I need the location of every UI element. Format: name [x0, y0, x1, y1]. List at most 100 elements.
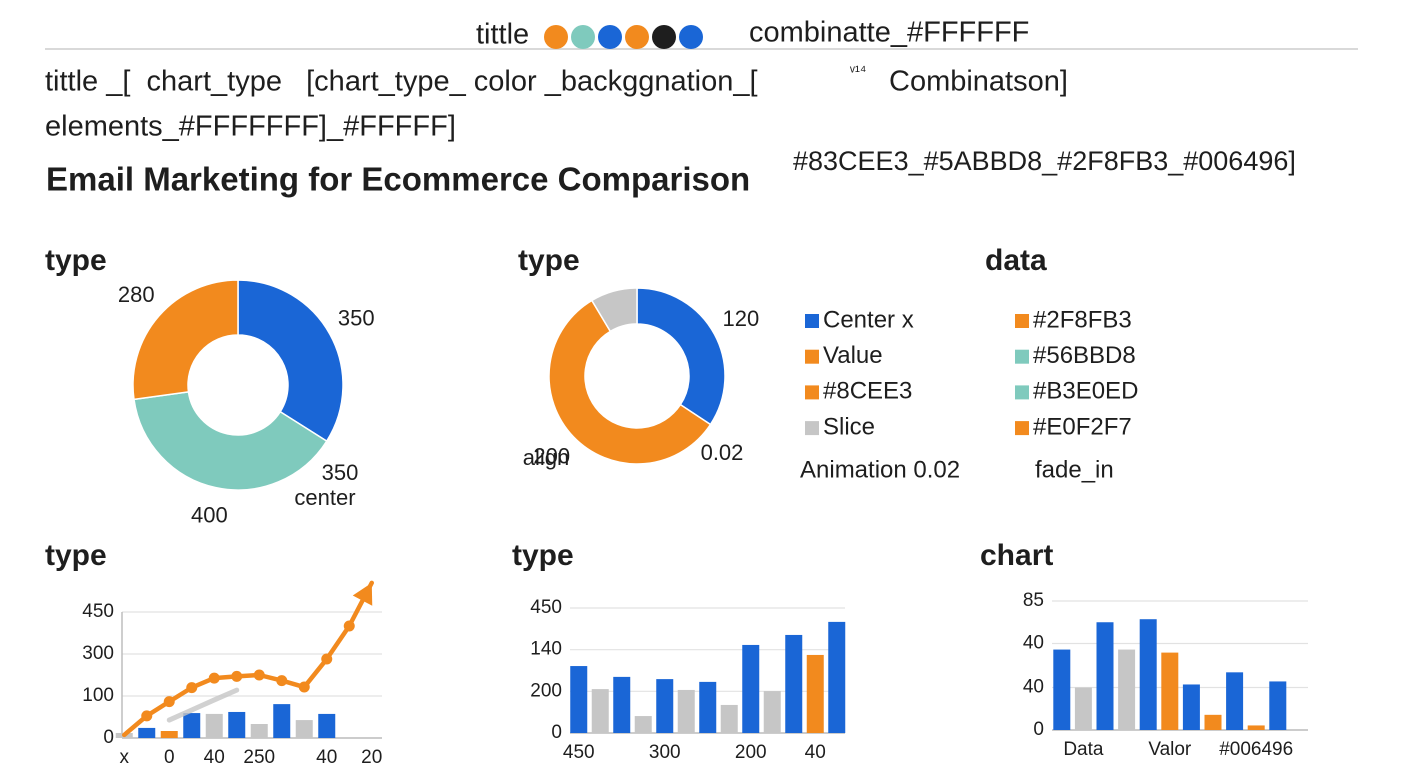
- x-tick-label: 40: [204, 747, 225, 768]
- y-tick-label: 0: [1033, 719, 1044, 740]
- bar: [677, 689, 695, 733]
- x-tick-label: 200: [735, 742, 767, 763]
- bar: [228, 711, 246, 738]
- legend-heading: data: [985, 244, 1047, 277]
- donut-slice: [133, 390, 328, 491]
- header-tag2: combinatte_#FFFFFF: [749, 17, 1029, 49]
- y-tick-label: 40: [1023, 677, 1044, 698]
- page-title: Email Marketing for Ecommerce Comparison: [46, 161, 750, 198]
- donut-value-label: 120: [723, 306, 760, 331]
- header-line1-end: Combinatson]: [889, 66, 1068, 98]
- header-dot: [544, 25, 568, 49]
- bar: [1204, 714, 1222, 730]
- chart-annotation: 350: [322, 460, 359, 485]
- legend-swatch: [1015, 349, 1029, 364]
- chart-heading: chart: [980, 539, 1053, 572]
- x-tick-label: x: [120, 747, 130, 768]
- bar: [828, 621, 846, 733]
- header-line1: tittle _[ chart_type [chart_type_ color …: [45, 66, 758, 98]
- line-marker: [208, 672, 220, 684]
- y-tick-label: 0: [551, 722, 562, 743]
- bar: [785, 634, 803, 733]
- y-tick-label: 85: [1023, 590, 1044, 611]
- bar: [699, 681, 717, 733]
- bar: [273, 704, 291, 738]
- chart-heading: type: [518, 244, 580, 277]
- header-dot: [571, 25, 595, 49]
- y-tick-label: 100: [82, 685, 114, 706]
- line-marker: [276, 675, 288, 687]
- header-tag: tittle: [476, 19, 529, 51]
- bar: [806, 654, 824, 733]
- x-tick-label: 450: [563, 742, 595, 763]
- x-tick-label: Data: [1063, 739, 1104, 760]
- bar: [1139, 619, 1157, 730]
- line-marker: [343, 620, 355, 632]
- x-tick-label: 0: [164, 747, 175, 768]
- chart-annotation: 0.02: [701, 440, 744, 465]
- bar: [1118, 649, 1136, 730]
- legend-label: #2F8FB3: [1033, 306, 1132, 333]
- header-dot: [652, 25, 676, 49]
- bar: [656, 679, 674, 733]
- line-marker: [231, 670, 243, 682]
- legend-label: #B3E0ED: [1033, 378, 1138, 405]
- chart-heading: type: [45, 539, 107, 572]
- header-line2: elements_#FFFFFFF]_#FFFFF]: [45, 111, 456, 143]
- legend-label: #56BBD8: [1033, 342, 1136, 369]
- bar: [1226, 672, 1244, 730]
- donut-slice: [548, 299, 712, 465]
- bar: [160, 731, 178, 738]
- y-tick-label: 300: [82, 643, 114, 664]
- legend-label: #8CEE3: [823, 378, 912, 405]
- x-tick-label: #006496: [1219, 739, 1293, 760]
- legend-annotation: fade_in: [1035, 456, 1114, 483]
- donut-value-label: 200: [533, 443, 570, 468]
- header-dot: [625, 25, 649, 49]
- x-tick-label: 250: [243, 747, 275, 768]
- legend-label: Slice: [823, 413, 875, 440]
- chart-annotation: center: [294, 485, 355, 510]
- line-marker: [298, 681, 310, 693]
- line-marker: [141, 710, 153, 722]
- line-marker: [186, 682, 198, 694]
- legend-swatch: [1015, 421, 1029, 436]
- bar: [720, 704, 738, 733]
- bar: [763, 691, 781, 733]
- header-note: #83CEE3_#5ABBD8_#2F8FB3_#006496]: [793, 146, 1296, 176]
- bar: [205, 713, 223, 738]
- bar: [1269, 681, 1287, 730]
- legend-label: Center x: [823, 306, 914, 333]
- x-tick-label: 40: [805, 742, 826, 763]
- bar: [295, 720, 313, 738]
- donut-value-label: 350: [338, 306, 375, 331]
- header-dot: [598, 25, 622, 49]
- bar: [1247, 725, 1265, 730]
- legend-swatch: [1015, 314, 1029, 328]
- bar: [183, 713, 201, 738]
- x-tick-label: 20: [361, 747, 382, 768]
- bar: [570, 666, 588, 733]
- x-tick-label: Valor: [1148, 739, 1192, 760]
- donut-value-label: 280: [118, 282, 155, 307]
- line-series: [166, 687, 240, 723]
- bar: [1182, 684, 1200, 730]
- bar: [613, 676, 631, 733]
- bar: [1096, 622, 1114, 730]
- donut-slice: [237, 279, 344, 443]
- line-marker: [163, 696, 175, 708]
- chart-heading: type: [45, 244, 107, 277]
- header-sup: ᵛ¹⁴: [849, 63, 866, 80]
- header-dot: [679, 25, 703, 49]
- y-tick-label: 450: [530, 597, 562, 618]
- bar: [1161, 652, 1179, 730]
- chart-heading: type: [512, 539, 574, 572]
- legend-swatch: [805, 314, 819, 328]
- line-arrowhead: [352, 582, 373, 606]
- donut-slice: [132, 279, 239, 401]
- y-tick-label: 450: [82, 601, 114, 622]
- y-tick-label: 140: [530, 639, 562, 660]
- bar: [634, 716, 652, 733]
- legend-annotation: Animation 0.02: [800, 456, 960, 483]
